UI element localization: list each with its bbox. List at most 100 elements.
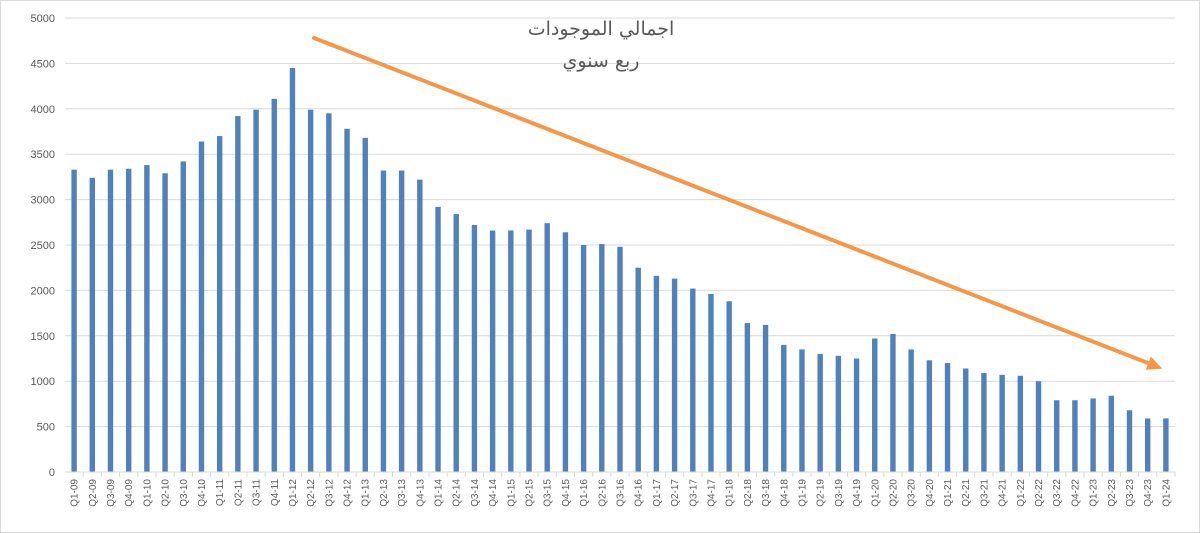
bar-Q4-16 — [635, 267, 641, 472]
x-tick-label: Q3-11 — [252, 479, 263, 506]
bar-Q4-21 — [999, 374, 1005, 472]
bar-Q2-18 — [744, 323, 751, 472]
x-tick-label: Q2-12 — [306, 479, 317, 507]
x-tick-label: Q3-19 — [834, 479, 845, 507]
bar-Q4-19 — [853, 358, 860, 472]
x-tick-label: Q3-18 — [761, 479, 772, 507]
x-tick-label: Q3-12 — [324, 479, 335, 507]
bar-Q3-22 — [1054, 400, 1060, 472]
x-tick-label: Q4-15 — [561, 479, 572, 507]
bar-Q1-21 — [944, 363, 951, 472]
bar-Q2-15 — [526, 229, 532, 472]
x-tick-label: Q4-14 — [488, 479, 499, 507]
bar-Q1-24 — [1163, 418, 1169, 472]
y-tick-label: 3500 — [31, 149, 55, 161]
bar-Q4-20 — [926, 360, 933, 472]
x-tick-label: Q2-19 — [816, 479, 827, 507]
bar-Q2-09 — [89, 177, 95, 473]
bar-Q2-12 — [307, 109, 314, 472]
x-tick-label: Q2-21 — [961, 479, 972, 507]
bars — [71, 67, 1169, 473]
bar-Q2-13 — [380, 170, 387, 472]
x-tick-label: Q3-21 — [979, 479, 990, 507]
bar-Q2-11 — [235, 116, 241, 473]
bar-Q1-19 — [799, 349, 805, 472]
chart-title: اجمالي الموجودات — [528, 18, 675, 40]
x-tick-label: Q1-13 — [361, 479, 372, 507]
bar-Q3-19 — [835, 355, 842, 472]
bar-Q4-23 — [1145, 418, 1151, 472]
x-tick-label: Q1-12 — [288, 479, 299, 507]
x-tick-label: Q1-24 — [1161, 479, 1172, 507]
x-tick-label: Q4-16 — [634, 479, 645, 507]
y-tick-label: 1000 — [31, 376, 55, 388]
bar-Q3-21 — [981, 373, 987, 472]
x-tick-label: Q4-21 — [998, 479, 1009, 507]
bar-Q1-12 — [289, 67, 296, 472]
x-tick-label: Q4-10 — [197, 479, 208, 507]
x-tick-label: Q2-20 — [888, 479, 899, 507]
chart-subtitle: ربع سنوي — [563, 50, 640, 72]
bar-Q3-20 — [908, 349, 914, 472]
x-tick-label: Q3-14 — [470, 479, 481, 507]
x-tick-label: Q2-14 — [452, 479, 463, 507]
bar-Q2-17 — [671, 278, 678, 472]
x-tick-label: Q2-22 — [1034, 479, 1045, 507]
trend-arrow-head — [1145, 356, 1163, 370]
x-tick-label: Q1-16 — [579, 479, 590, 507]
y-axis-tick-labels: 0 500 1000 1500 2000 2500 3000 3500 4000 4500 5000 — [31, 13, 55, 479]
x-tick-label: Q4-17 — [706, 479, 717, 507]
bar-Q1-09 — [71, 169, 77, 473]
x-tick-label: Q1-19 — [797, 479, 808, 507]
x-tick-label: Q2-13 — [379, 479, 390, 507]
bar-Q3-17 — [690, 288, 696, 472]
y-tick-label: 3000 — [31, 195, 55, 207]
x-tick-label: Q2-15 — [525, 479, 536, 507]
x-tick-label: Q3-23 — [1125, 479, 1136, 507]
bar-Q3-18 — [762, 324, 769, 472]
y-tick-label: 2000 — [31, 285, 55, 297]
bar-Q1-20 — [872, 338, 878, 472]
bar-Q4-14 — [489, 230, 496, 472]
x-axis-tick-labels: Q1-09 Q2-09 Q3-09 Q4-09 Q1-10 Q2-10 Q3-10 Q4-10… — [70, 472, 1176, 507]
bar-Q2-19 — [817, 353, 823, 472]
x-tick-label: Q1-22 — [1016, 479, 1027, 507]
x-tick-label: Q4-22 — [1070, 479, 1081, 507]
bar-Q2-20 — [890, 333, 896, 472]
bar-Q1-11 — [216, 136, 223, 473]
trend-arrow — [312, 36, 1163, 370]
x-tick-label: Q2-18 — [743, 479, 754, 507]
bar-Q4-10 — [198, 141, 205, 472]
trend-arrow-line — [312, 36, 1155, 367]
x-tick-label: Q1-14 — [434, 479, 445, 507]
bar-Q4-17 — [708, 294, 714, 472]
bar-Q1-13 — [362, 137, 368, 472]
x-tick-label: Q4-20 — [925, 479, 936, 507]
bar-Q1-18 — [726, 301, 732, 472]
y-tick-label: 500 — [37, 422, 55, 434]
bar-Q3-13 — [398, 170, 405, 472]
x-tick-label: Q2-23 — [1107, 479, 1118, 507]
x-tick-label: Q1-15 — [506, 479, 517, 507]
y-tick-label: 1500 — [31, 331, 55, 343]
bar-Q3-15 — [544, 223, 550, 472]
gridlines — [65, 17, 1175, 428]
bar-Q4-18 — [781, 344, 787, 472]
x-tick-label: Q4-11 — [270, 479, 281, 506]
x-tick-label: Q3-13 — [397, 479, 408, 507]
x-tick-label: Q4-19 — [852, 479, 863, 507]
bar-Q1-23 — [1090, 398, 1096, 472]
bar-Q1-17 — [653, 275, 660, 472]
x-tick-label: Q1-11 — [215, 479, 226, 506]
x-tick-label: Q4-23 — [1143, 479, 1154, 507]
bar-Q4-22 — [1072, 400, 1078, 472]
bar-Q4-11 — [271, 98, 277, 472]
bar-Q2-14 — [453, 214, 459, 473]
x-tick-label: Q3-10 — [179, 479, 190, 507]
bar-Q2-22 — [1035, 381, 1042, 472]
x-tick-label: Q1-09 — [70, 479, 81, 507]
x-tick-label: Q3-22 — [1052, 479, 1063, 507]
x-tick-label: Q4-18 — [779, 479, 790, 507]
